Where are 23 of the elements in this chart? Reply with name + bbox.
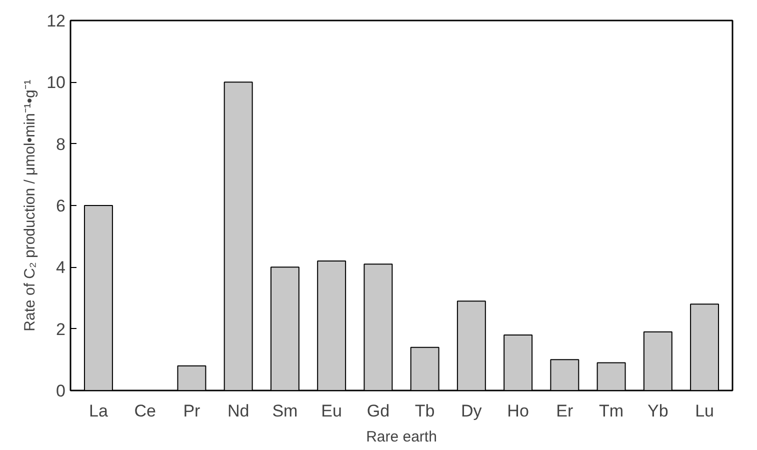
y-axis-title: Rate of C₂ production / μmol•min⁻¹•g⁻¹ — [22, 80, 39, 332]
y-tick-label: 4 — [56, 258, 66, 278]
x-tick-label: Yb — [648, 402, 668, 420]
y-tick-label: 12 — [46, 12, 66, 30]
y-tick-label: 0 — [56, 382, 66, 400]
x-tick-label: Lu — [695, 402, 714, 420]
x-tick-label: Dy — [461, 402, 482, 420]
x-tick-label: Tb — [414, 402, 435, 420]
y-tick-label: 2 — [56, 320, 66, 339]
x-tick-label: La — [89, 402, 108, 420]
x-tick-label: Eu — [321, 402, 342, 420]
x-tick-label: Sm — [272, 402, 298, 420]
x-tick-label: Nd — [227, 402, 250, 420]
x-tick-label: Ho — [507, 402, 529, 420]
y-tick-label: 6 — [56, 196, 66, 216]
x-tick-label: Tm — [599, 402, 624, 420]
x-tick-label: Pr — [183, 402, 201, 420]
y-tick-label: 8 — [56, 134, 66, 154]
y-tick-label: 10 — [46, 73, 66, 92]
x-tick-label: Er — [556, 402, 574, 420]
x-tick-label: Ce — [134, 402, 156, 420]
x-tick-label: Gd — [366, 402, 390, 420]
x-axis-title: Rare earth — [366, 428, 437, 446]
